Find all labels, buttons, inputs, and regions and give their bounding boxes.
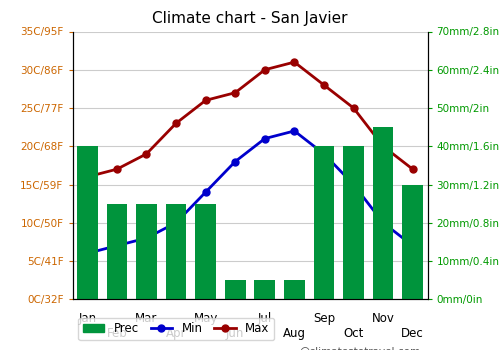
Text: Aug: Aug [283,327,306,340]
Bar [225,280,246,299]
Text: Jan: Jan [78,312,96,325]
Bar [77,146,98,299]
Legend: Prec, Min, Max: Prec, Min, Max [78,318,274,340]
Bar [136,204,157,299]
Bar [106,204,127,299]
Text: Jun: Jun [226,327,244,340]
Text: @climatestotravel.com: @climatestotravel.com [300,346,420,350]
Bar [373,127,394,299]
Bar [254,280,275,299]
Text: May: May [194,312,218,325]
Text: Feb: Feb [106,327,127,340]
Text: Nov: Nov [372,312,394,325]
Title: Climate chart - San Javier: Climate chart - San Javier [152,11,348,26]
Bar [314,146,334,299]
Bar [284,280,304,299]
Bar [166,204,186,299]
Text: Sep: Sep [313,312,335,325]
Text: Apr: Apr [166,327,186,340]
Text: Oct: Oct [344,327,363,340]
Bar [343,146,364,299]
Bar [196,204,216,299]
Bar [402,184,423,299]
Text: Dec: Dec [402,327,424,340]
Text: Jul: Jul [258,312,272,325]
Text: Mar: Mar [136,312,158,325]
